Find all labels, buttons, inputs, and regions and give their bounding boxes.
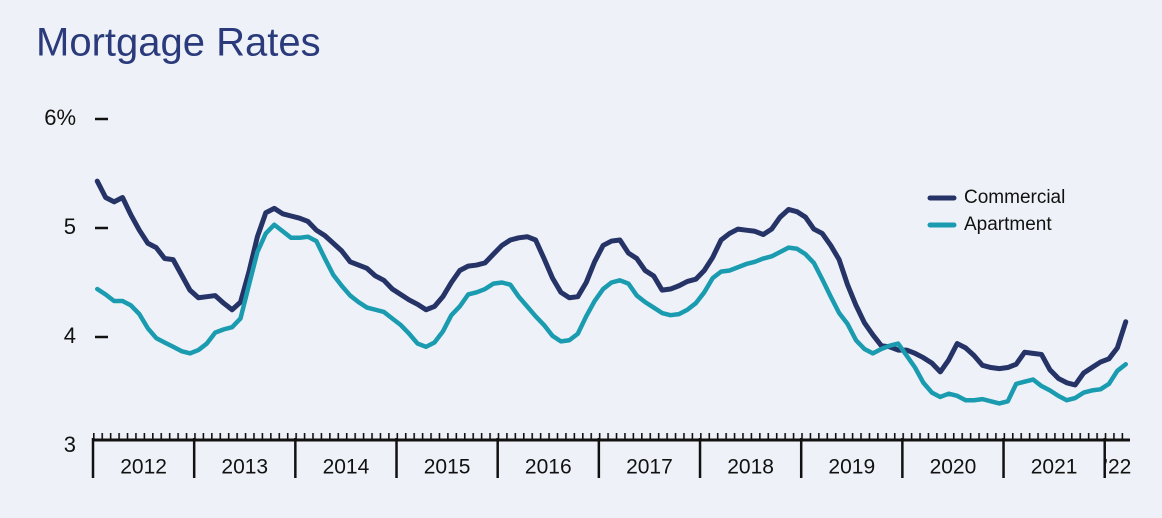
- series-line: [95, 222, 1128, 406]
- x-tick-label: 2016: [525, 456, 572, 479]
- legend-label: Commercial: [964, 187, 1065, 208]
- x-tick-label: 2014: [323, 456, 370, 479]
- minor-ticks: [93, 433, 1130, 440]
- x-tick-label: 2018: [727, 456, 774, 479]
- y-tick-label: 3: [64, 432, 76, 457]
- y-tick-label: 5: [64, 214, 76, 239]
- chart-title: Mortgage Rates: [36, 21, 321, 65]
- x-tick-label: ’22: [1103, 456, 1131, 479]
- x-tick-label: 2021: [1031, 456, 1078, 479]
- x-tick-label: 2020: [930, 456, 977, 479]
- x-tick-label: 2013: [221, 456, 268, 479]
- series-line: [94, 178, 1129, 388]
- y-tick-label: 6%: [44, 105, 76, 130]
- legend-label: Apartment: [964, 214, 1052, 235]
- x-tick-label: 2015: [424, 456, 471, 479]
- y-tick-label: 4: [64, 323, 76, 348]
- x-tick-label: 2017: [626, 456, 673, 479]
- x-tick-label: 2019: [828, 456, 875, 479]
- x-tick-label: 2012: [120, 456, 167, 479]
